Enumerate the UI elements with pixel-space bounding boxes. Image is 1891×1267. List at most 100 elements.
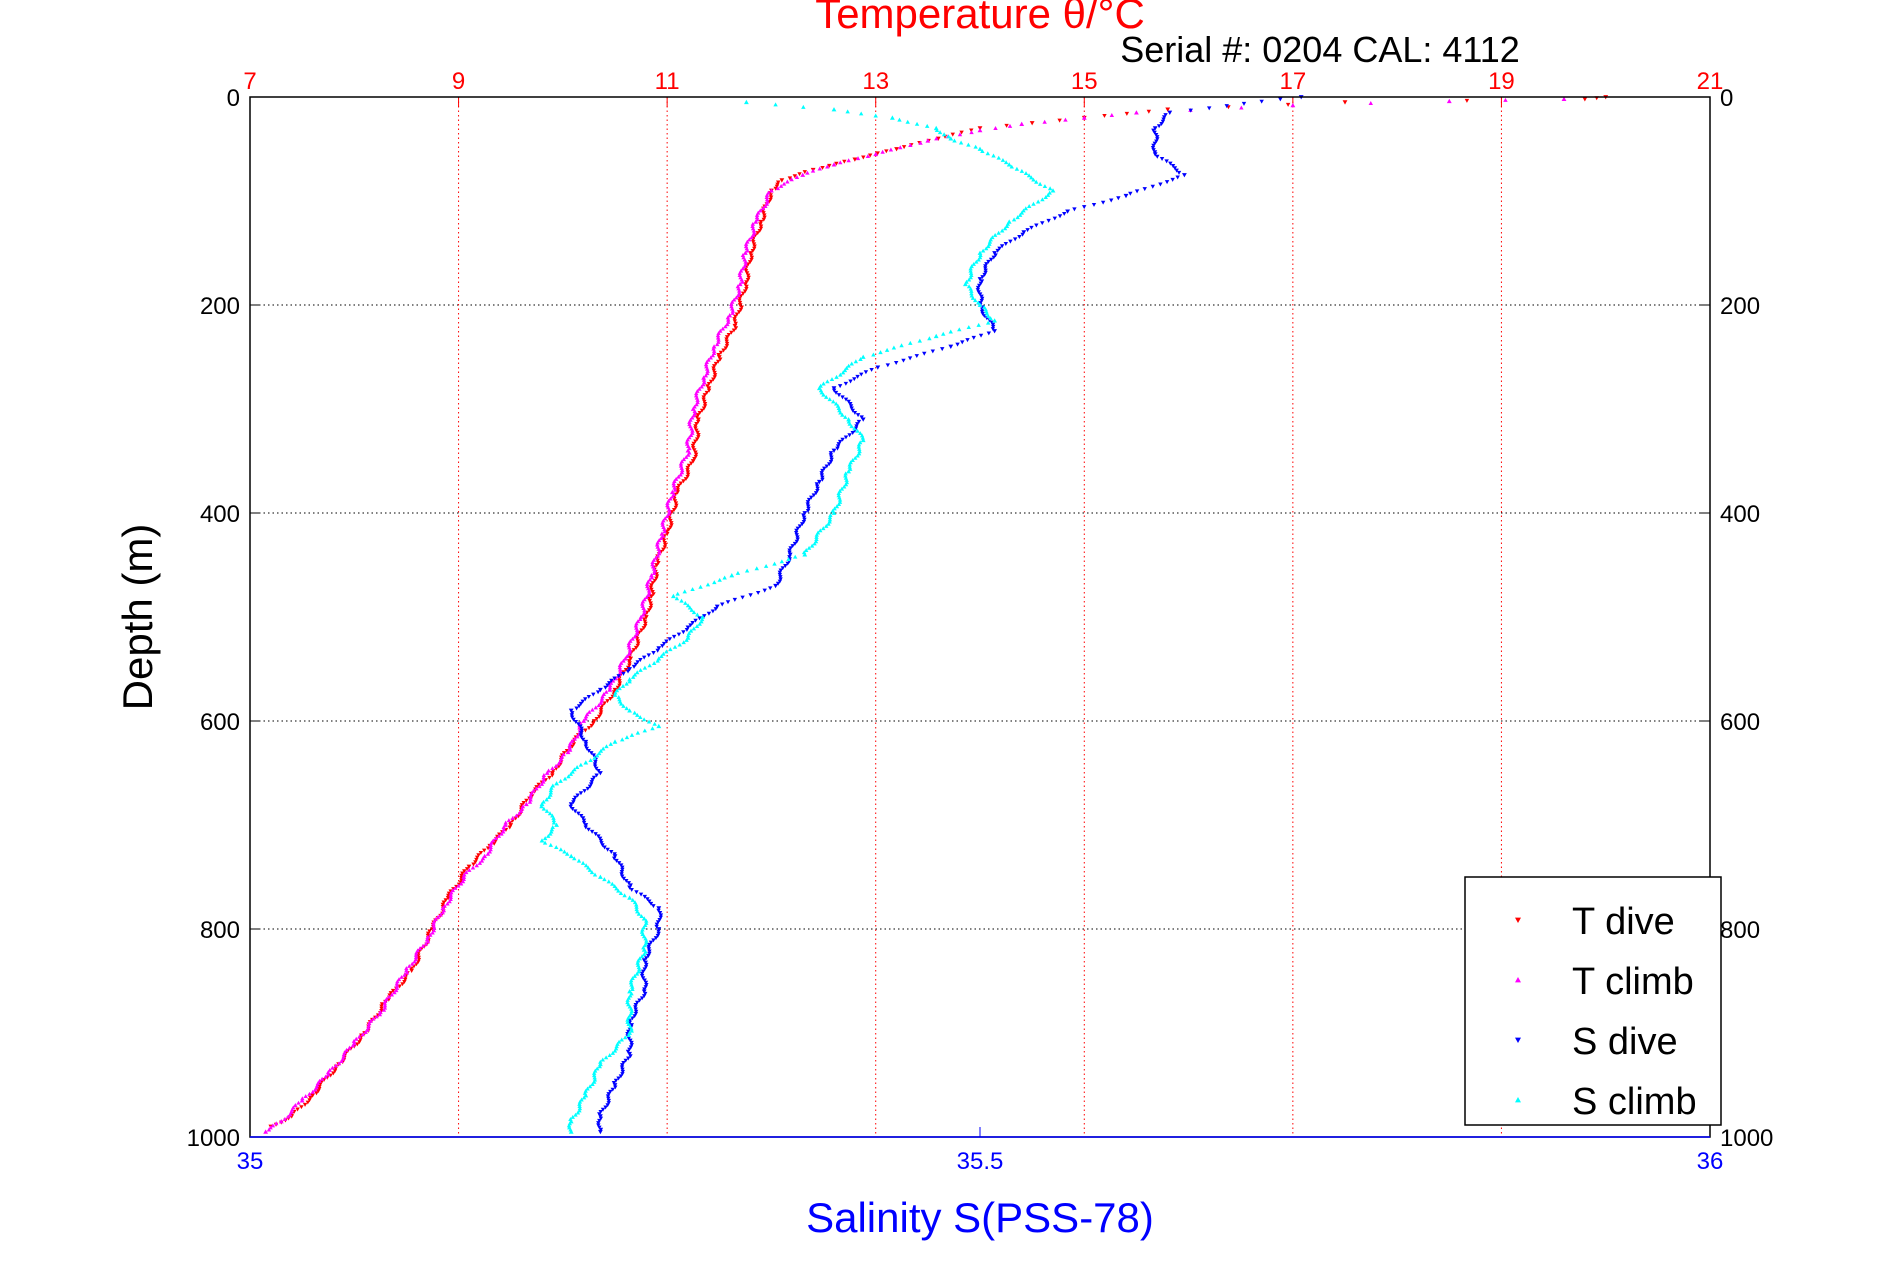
data-point	[708, 355, 713, 360]
data-point	[586, 694, 592, 699]
data-point	[787, 552, 793, 557]
data-point	[690, 459, 696, 464]
data-point	[570, 1114, 575, 1119]
data-point	[579, 731, 584, 736]
data-point	[668, 525, 673, 530]
data-point	[594, 773, 599, 778]
data-point	[744, 99, 749, 105]
data-point	[632, 672, 638, 677]
data-point	[635, 1000, 640, 1005]
data-point	[930, 349, 936, 354]
data-point	[1021, 208, 1026, 213]
data-point	[598, 710, 604, 715]
data-point	[743, 269, 749, 274]
data-point	[617, 697, 622, 702]
data-point	[702, 399, 707, 404]
data-point	[656, 931, 661, 936]
data-point	[860, 437, 866, 443]
data-point	[583, 697, 588, 702]
data-point	[736, 293, 741, 298]
data-point	[633, 1011, 639, 1016]
depth-tick-label-left: 600	[200, 709, 240, 736]
data-point	[752, 244, 757, 249]
data-point	[838, 410, 843, 415]
data-point	[775, 186, 781, 191]
data-point	[1091, 202, 1097, 207]
data-point	[580, 699, 585, 704]
data-point	[1342, 100, 1348, 105]
data-point	[686, 452, 691, 457]
data-point	[699, 384, 704, 389]
data-point	[692, 457, 697, 462]
data-point	[1029, 225, 1034, 230]
data-point	[891, 345, 897, 350]
data-point	[583, 716, 588, 721]
data-point	[612, 884, 617, 889]
data-point	[768, 195, 774, 200]
data-point	[948, 329, 953, 334]
data-point	[869, 367, 874, 372]
data-point	[671, 481, 676, 486]
data-point	[660, 644, 665, 649]
data-point	[634, 902, 639, 907]
data-point	[587, 867, 593, 872]
data-point	[827, 163, 832, 168]
data-point	[642, 943, 648, 948]
data-point	[600, 843, 605, 848]
data-point	[1046, 218, 1051, 223]
data-point	[968, 266, 973, 271]
legend-label: S climb	[1572, 1081, 1697, 1123]
data-point	[626, 641, 632, 646]
data-point	[566, 1123, 572, 1128]
data-point	[626, 1036, 632, 1041]
data-point	[985, 320, 991, 325]
data-point	[860, 435, 866, 440]
data-point	[589, 723, 594, 728]
data-point	[629, 1028, 634, 1033]
data-point	[609, 678, 614, 683]
data-point	[627, 667, 632, 672]
data-point	[461, 874, 467, 879]
data-point	[746, 275, 751, 280]
data-point	[801, 513, 806, 518]
data-point	[861, 155, 866, 160]
data-point	[835, 444, 841, 449]
data-point	[990, 324, 996, 329]
data-point	[643, 965, 649, 970]
data-point	[838, 372, 843, 377]
data-point	[751, 232, 756, 237]
data-point	[394, 981, 400, 986]
data-point	[440, 910, 445, 915]
data-point	[593, 705, 598, 710]
data-point	[579, 726, 584, 731]
data-point	[604, 744, 609, 749]
data-point	[638, 892, 644, 897]
data-point	[750, 221, 756, 226]
data-point	[409, 968, 415, 973]
data-point	[440, 902, 446, 907]
data-point	[627, 659, 632, 664]
data-point	[634, 627, 640, 632]
data-point	[681, 630, 686, 635]
data-point	[647, 608, 652, 613]
data-point	[1153, 132, 1159, 137]
data-point	[1009, 164, 1014, 169]
data-point	[620, 683, 626, 688]
depth-tick-label-left: 400	[200, 501, 240, 528]
data-point	[773, 186, 778, 191]
temperature-tick-label: 17	[1280, 68, 1307, 95]
data-point	[619, 870, 625, 874]
data-point	[742, 264, 747, 269]
data-point	[705, 384, 710, 389]
data-point	[674, 503, 679, 508]
data-point	[608, 696, 613, 701]
data-point	[655, 648, 660, 653]
data-point	[586, 827, 591, 832]
data-point	[542, 836, 548, 841]
data-point	[379, 1008, 384, 1013]
data-point	[626, 881, 632, 886]
data-point	[310, 1089, 315, 1094]
data-point	[546, 795, 552, 800]
data-point	[333, 1063, 338, 1068]
data-point	[992, 232, 998, 237]
